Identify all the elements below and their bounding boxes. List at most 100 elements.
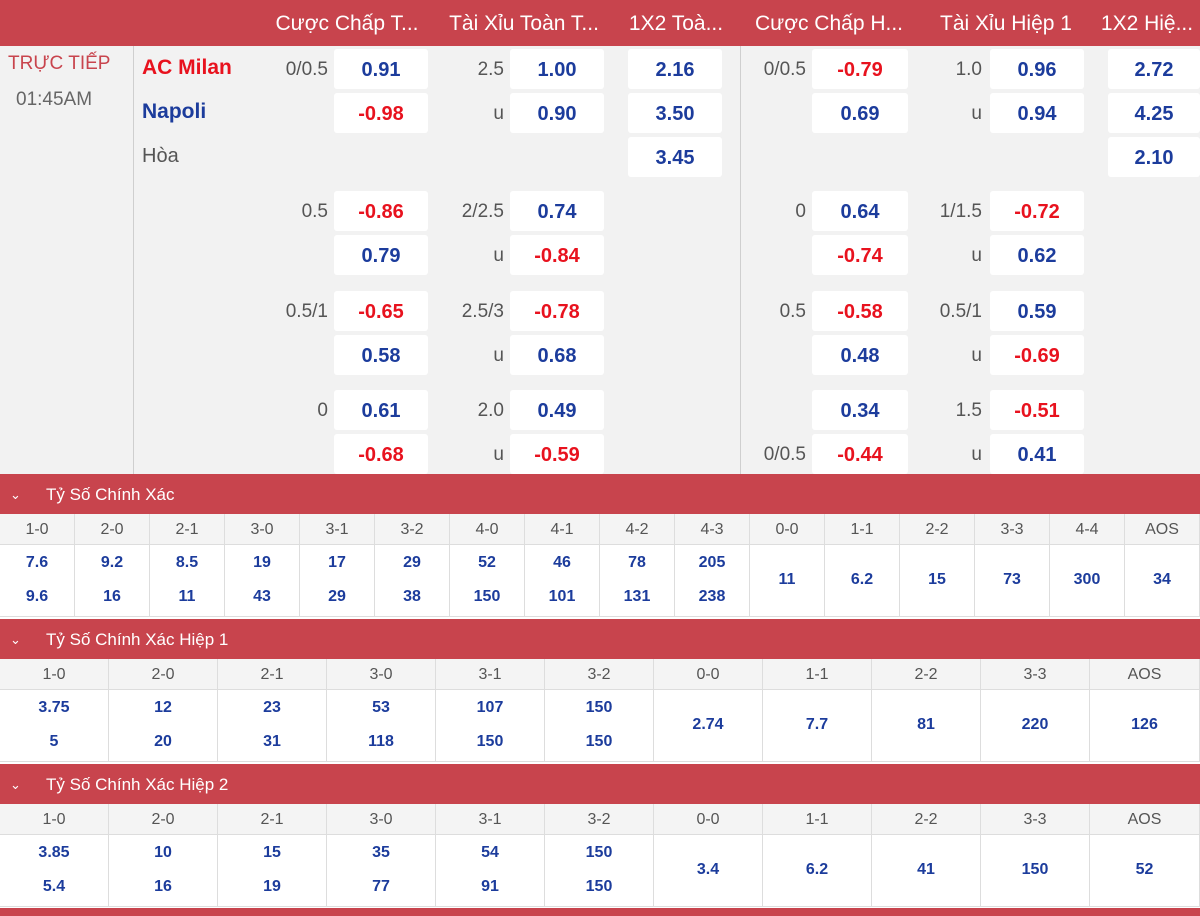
score-odds-cell[interactable]: 8.5 11 bbox=[150, 545, 225, 616]
x12-odd[interactable]: 2.16 bbox=[628, 49, 722, 89]
draw-score-odd[interactable]: 126 bbox=[1131, 716, 1158, 733]
score-odds-cell[interactable]: 54 91 bbox=[436, 835, 545, 906]
overunder-odd[interactable]: 1.00 bbox=[510, 49, 604, 89]
score-odds-cell[interactable]: 10 16 bbox=[109, 835, 218, 906]
handicap-odd[interactable]: 0.91 bbox=[334, 49, 428, 89]
overunder-h1-odd[interactable]: 0.94 bbox=[990, 93, 1084, 133]
x12-h1-odd[interactable]: 2.72 bbox=[1108, 49, 1200, 89]
away-score-odd[interactable]: 77 bbox=[372, 878, 390, 895]
draw-score-odd[interactable]: 52 bbox=[1135, 861, 1154, 878]
overunder-odd[interactable]: 0.49 bbox=[510, 390, 604, 430]
home-score-odd[interactable]: 78 bbox=[628, 554, 646, 571]
handicap-odd[interactable]: 0.79 bbox=[334, 235, 428, 275]
score-odds-cell[interactable]: 7.7 bbox=[763, 690, 872, 761]
away-score-odd[interactable]: 9.6 bbox=[25, 588, 49, 605]
score-odds-cell[interactable]: 73 bbox=[975, 545, 1050, 616]
away-score-odd[interactable]: 101 bbox=[548, 588, 576, 605]
overunder-h1-odd[interactable]: 0.41 bbox=[990, 434, 1084, 474]
draw-score-odd[interactable]: 300 bbox=[1073, 571, 1101, 588]
home-score-odd[interactable]: 3.75 bbox=[38, 699, 70, 716]
handicap-h1-odd[interactable]: 0.34 bbox=[812, 390, 908, 430]
score-odds-cell[interactable]: 34 bbox=[1125, 545, 1200, 616]
score-odds-cell[interactable]: 205 238 bbox=[675, 545, 750, 616]
score-odds-cell[interactable]: 17 29 bbox=[300, 545, 375, 616]
overunder-h1-odd[interactable]: -0.51 bbox=[990, 390, 1084, 430]
chevron-down-icon[interactable]: ⌄ bbox=[10, 777, 21, 792]
score-odds-cell[interactable]: 126 bbox=[1090, 690, 1200, 761]
col-header-overunder-full[interactable]: Tài Xỉu Toàn T... bbox=[449, 12, 599, 35]
draw-score-odd[interactable]: 73 bbox=[1003, 571, 1021, 588]
score-odds-cell[interactable]: 46 101 bbox=[525, 545, 600, 616]
score-odds-cell[interactable]: 7.6 9.6 bbox=[0, 545, 75, 616]
col-header-overunder-h1[interactable]: Tài Xỉu Hiệp 1 bbox=[940, 12, 1072, 35]
handicap-h1-odd[interactable]: 0.48 bbox=[812, 335, 908, 375]
home-score-odd[interactable]: 54 bbox=[481, 844, 499, 861]
draw-score-odd[interactable]: 7.7 bbox=[805, 716, 829, 733]
away-score-odd[interactable]: 31 bbox=[263, 733, 281, 750]
draw-score-odd[interactable]: 81 bbox=[917, 716, 935, 733]
draw-score-odd[interactable]: 41 bbox=[917, 861, 935, 878]
col-header-handicap-h1[interactable]: Cược Chấp H... bbox=[754, 12, 904, 35]
handicap-h1-odd[interactable]: -0.79 bbox=[812, 49, 908, 89]
draw-score-odd[interactable]: 34 bbox=[1153, 571, 1171, 588]
home-team[interactable]: AC Milan bbox=[142, 56, 232, 79]
away-score-odd[interactable]: 150 bbox=[585, 878, 613, 895]
overunder-h1-odd[interactable]: -0.72 bbox=[990, 191, 1084, 231]
away-score-odd[interactable]: 5 bbox=[49, 733, 59, 750]
x12-h1-odd[interactable]: 4.25 bbox=[1108, 93, 1200, 133]
handicap-odd[interactable]: -0.86 bbox=[334, 191, 428, 231]
overunder-h1-odd[interactable]: 0.59 bbox=[990, 291, 1084, 331]
away-score-odd[interactable]: 16 bbox=[103, 588, 121, 605]
handicap-h1-odd[interactable]: 0.64 bbox=[812, 191, 908, 231]
away-score-odd[interactable]: 43 bbox=[253, 588, 271, 605]
home-score-odd[interactable]: 17 bbox=[328, 554, 346, 571]
home-score-odd[interactable]: 150 bbox=[585, 844, 613, 861]
score-odds-cell[interactable]: 23 31 bbox=[218, 690, 327, 761]
home-score-odd[interactable]: 150 bbox=[585, 699, 613, 716]
home-score-odd[interactable]: 15 bbox=[263, 844, 281, 861]
score-odds-cell[interactable]: 52 bbox=[1090, 835, 1200, 906]
home-score-odd[interactable]: 9.2 bbox=[100, 554, 124, 571]
col-header-1x2-full[interactable]: 1X2 Toà... bbox=[628, 12, 724, 35]
score-odds-cell[interactable]: 107 150 bbox=[436, 690, 545, 761]
col-header-handicap-full[interactable]: Cược Chấp T... bbox=[275, 12, 419, 35]
score-odds-cell[interactable]: 35 77 bbox=[327, 835, 436, 906]
away-score-odd[interactable]: 5.4 bbox=[42, 878, 66, 895]
away-score-odd[interactable]: 91 bbox=[481, 878, 499, 895]
draw-score-odd[interactable]: 6.2 bbox=[850, 571, 874, 588]
home-score-odd[interactable]: 7.6 bbox=[25, 554, 49, 571]
home-score-odd[interactable]: 23 bbox=[263, 699, 281, 716]
home-score-odd[interactable]: 12 bbox=[154, 699, 172, 716]
col-header-1x2-h1[interactable]: 1X2 Hiệ... bbox=[1100, 12, 1194, 35]
handicap-odd[interactable]: -0.68 bbox=[334, 434, 428, 474]
overunder-odd[interactable]: -0.59 bbox=[510, 434, 604, 474]
x12-odd[interactable]: 3.45 bbox=[628, 137, 722, 177]
section-correct-score[interactable]: ⌄ Tỷ Số Chính Xác bbox=[0, 474, 1200, 514]
overunder-odd[interactable]: -0.84 bbox=[510, 235, 604, 275]
home-score-odd[interactable]: 19 bbox=[253, 554, 271, 571]
score-odds-cell[interactable]: 52 150 bbox=[450, 545, 525, 616]
score-odds-cell[interactable]: 3.85 5.4 bbox=[0, 835, 109, 906]
x12-h1-odd[interactable]: 2.10 bbox=[1108, 137, 1200, 177]
away-score-odd[interactable]: 16 bbox=[154, 878, 172, 895]
score-odds-cell[interactable]: 81 bbox=[872, 690, 981, 761]
home-score-odd[interactable]: 53 bbox=[372, 699, 390, 716]
home-score-odd[interactable]: 205 bbox=[698, 554, 726, 571]
away-team[interactable]: Napoli bbox=[142, 100, 207, 123]
away-score-odd[interactable]: 150 bbox=[473, 588, 501, 605]
overunder-odd[interactable]: 0.68 bbox=[510, 335, 604, 375]
score-odds-cell[interactable]: 3.75 5 bbox=[0, 690, 109, 761]
home-score-odd[interactable]: 3.85 bbox=[38, 844, 70, 861]
score-odds-cell[interactable]: 9.2 16 bbox=[75, 545, 150, 616]
handicap-odd[interactable]: -0.65 bbox=[334, 291, 428, 331]
score-odds-cell[interactable]: 150 150 bbox=[545, 690, 654, 761]
score-odds-cell[interactable]: 3.4 bbox=[654, 835, 763, 906]
score-odds-cell[interactable]: 78 131 bbox=[600, 545, 675, 616]
away-score-odd[interactable]: 118 bbox=[368, 733, 394, 750]
home-score-odd[interactable]: 29 bbox=[403, 554, 421, 571]
handicap-h1-odd[interactable]: -0.44 bbox=[812, 434, 908, 474]
chevron-down-icon[interactable]: ⌄ bbox=[10, 487, 21, 502]
handicap-odd[interactable]: -0.98 bbox=[334, 93, 428, 133]
draw-score-odd[interactable]: 220 bbox=[1021, 716, 1049, 733]
home-score-odd[interactable]: 8.5 bbox=[175, 554, 199, 571]
